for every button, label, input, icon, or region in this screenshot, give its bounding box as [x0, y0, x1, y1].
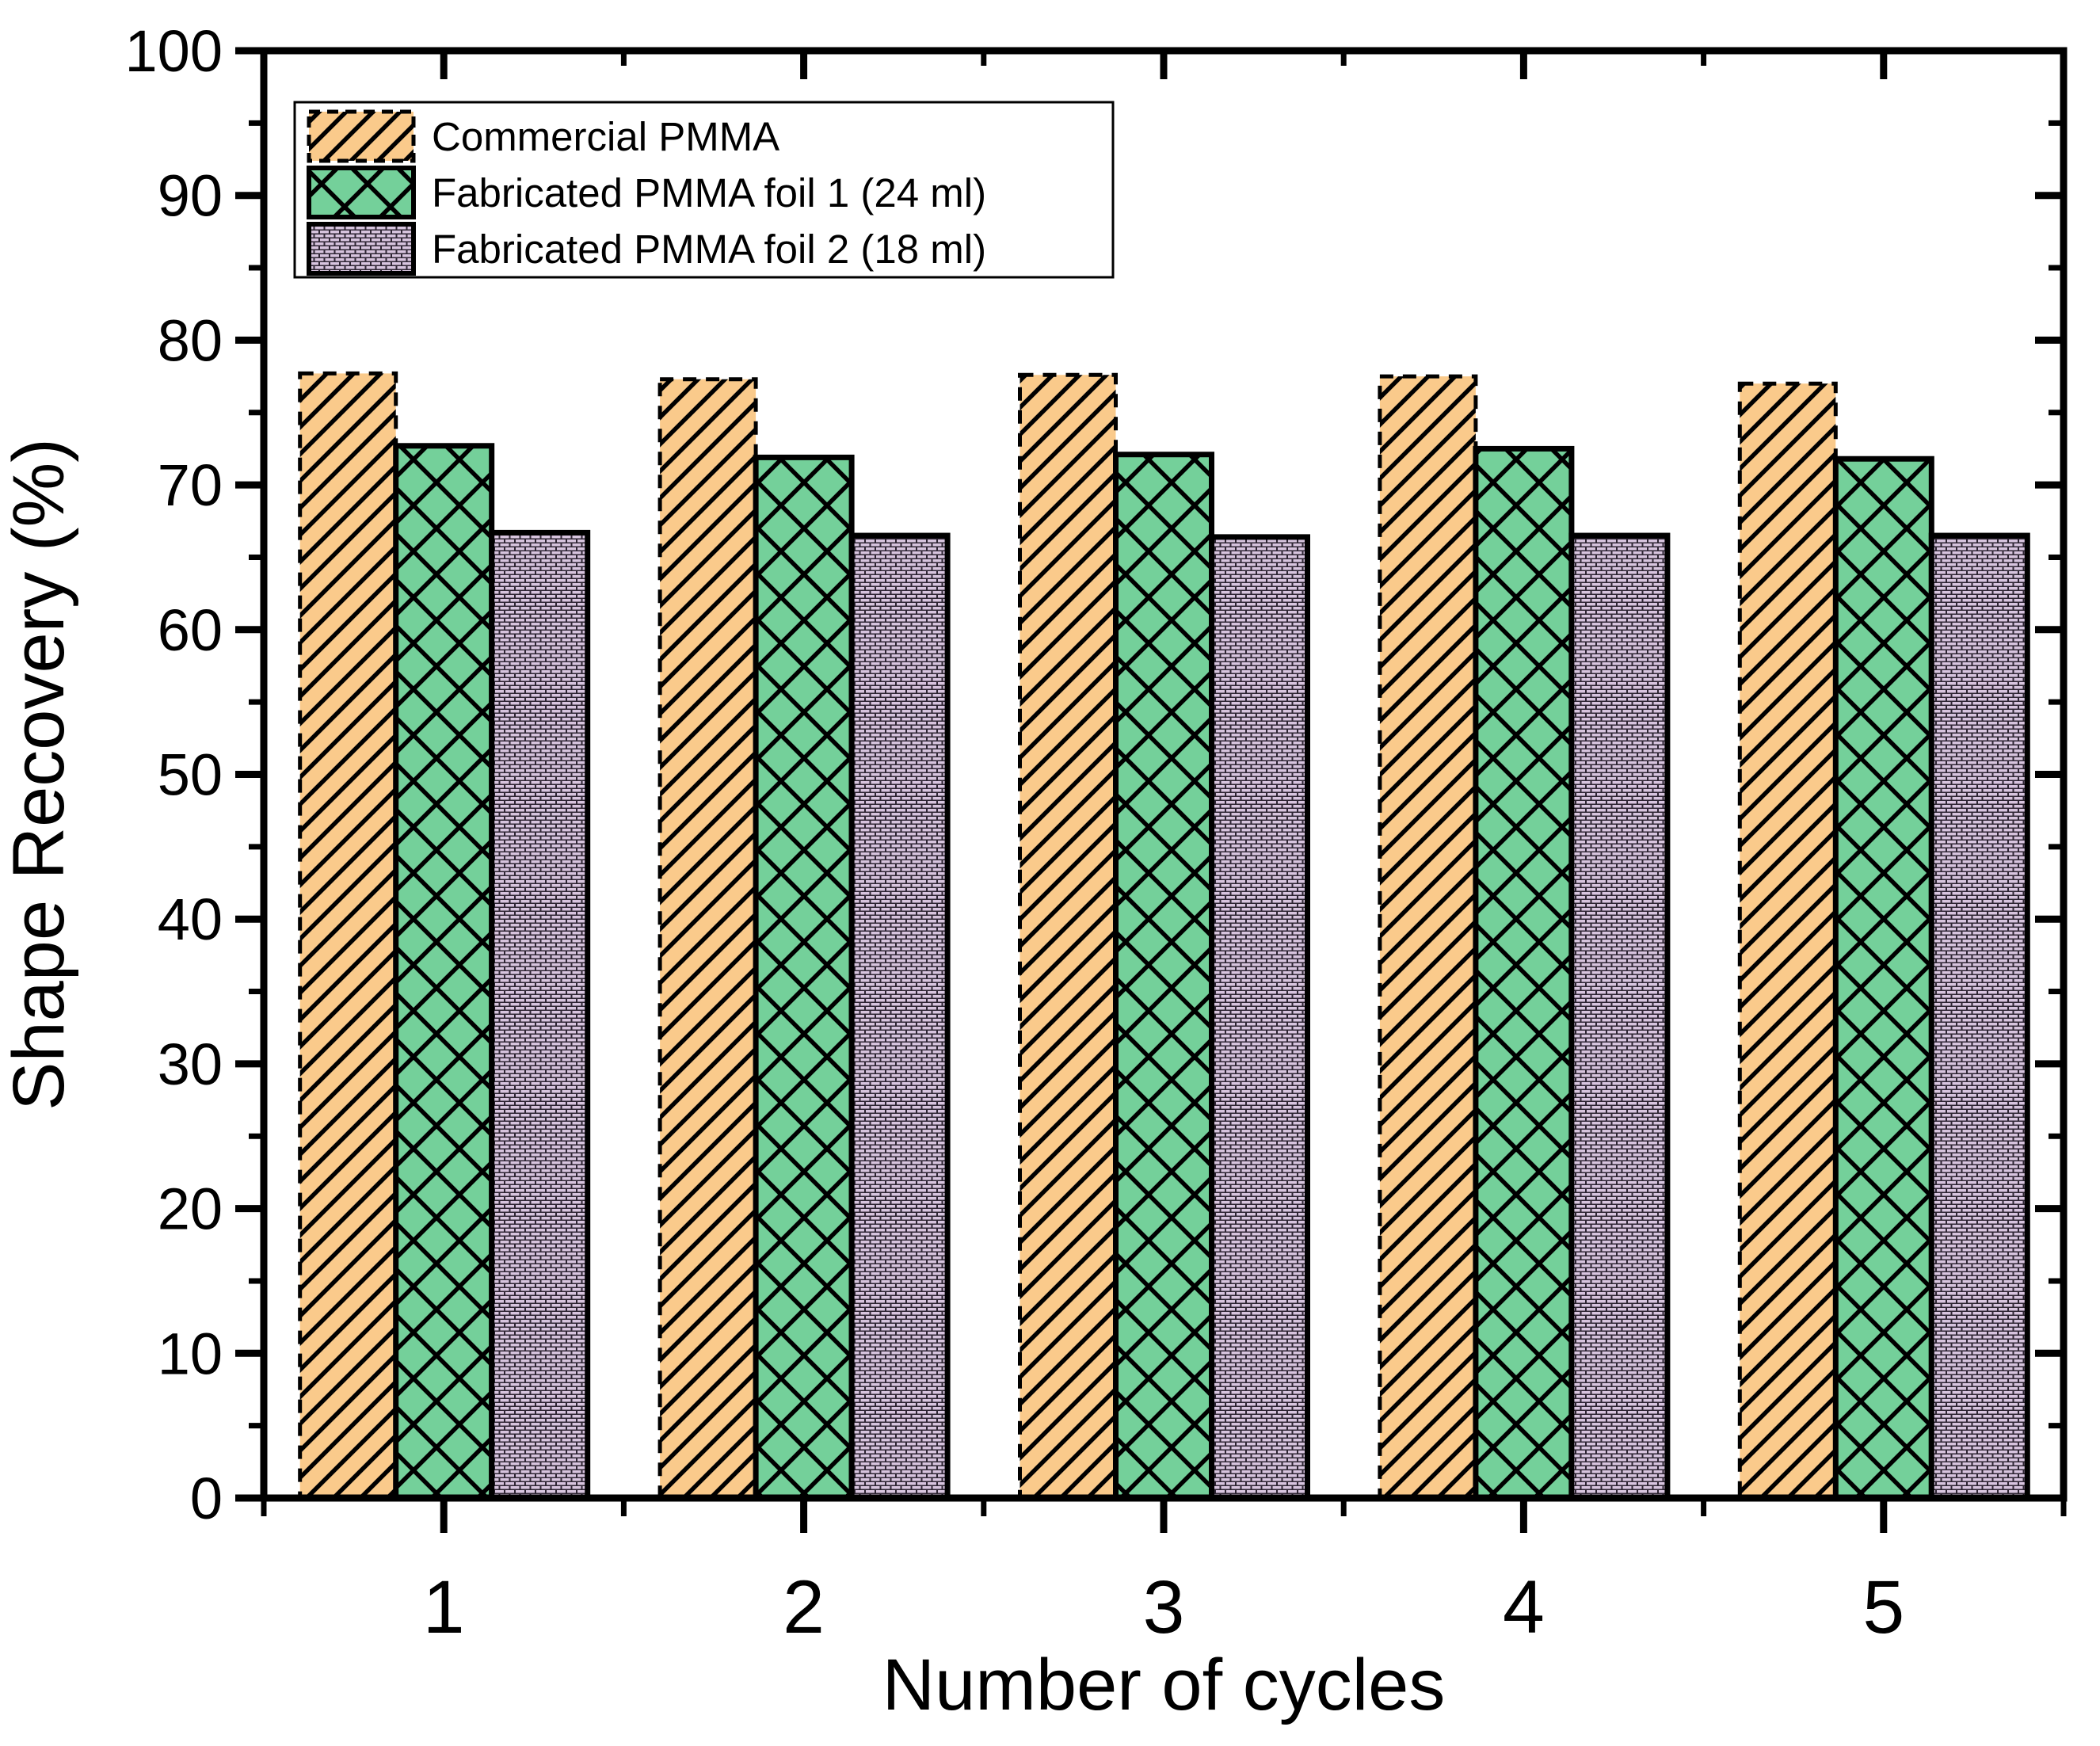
y-tick-label: 50 — [158, 742, 223, 808]
bar-series1-cat2 — [657, 377, 758, 1500]
bar-series2-cat1 — [393, 443, 495, 1501]
bar-series3-cat4 — [1568, 532, 1671, 1501]
bar-series1-cat4 — [1378, 374, 1478, 1500]
legend: Commercial PMMA Fabricated PMMA foil 1 (2… — [293, 101, 1115, 279]
legend-label-1: Commercial PMMA — [432, 114, 779, 159]
y-tick-label: 70 — [158, 452, 223, 518]
bar-series2-cat3 — [1113, 452, 1214, 1501]
y-tick-label: 100 — [125, 18, 223, 84]
bar-series2-cat2 — [753, 454, 855, 1501]
bar-series1-cat5 — [1737, 381, 1838, 1500]
x-tick-label: 4 — [1503, 1565, 1545, 1649]
y-tick-label: 40 — [158, 886, 223, 952]
x-axis-title: Number of cycles — [882, 1645, 1446, 1725]
y-tick-label: 0 — [190, 1466, 223, 1531]
y-tick-label: 10 — [158, 1321, 223, 1386]
y-tick-label: 20 — [158, 1176, 223, 1242]
tick-labels-group: 0 10 20 30 40 50 60 70 80 90 100 1 2 3 4 5 — [125, 18, 1905, 1649]
bar-series1-cat1 — [298, 371, 398, 1500]
bar-series1-cat3 — [1018, 372, 1118, 1500]
y-tick-label: 90 — [158, 163, 223, 229]
ticks-group — [235, 47, 2067, 1533]
legend-box — [293, 101, 1115, 279]
legend-swatch-2 — [307, 166, 416, 219]
legend-label-3: Fabricated PMMA foil 2 (18 ml) — [432, 227, 986, 272]
legend-swatch-3 — [307, 222, 416, 276]
bar-series3-cat5 — [1928, 532, 2030, 1501]
bars-group — [298, 371, 2030, 1501]
bar-series3-cat3 — [1209, 534, 1310, 1501]
y-axis-title: Shape Recovery (%) — [0, 438, 79, 1111]
y-tick-label: 30 — [158, 1031, 223, 1097]
x-tick-label: 5 — [1862, 1565, 1904, 1649]
legend-label-2: Fabricated PMMA foil 1 (24 ml) — [432, 170, 986, 215]
x-tick-label: 1 — [423, 1565, 465, 1649]
y-tick-label: 80 — [158, 307, 223, 373]
bar-series3-cat1 — [489, 529, 591, 1501]
bar-series2-cat5 — [1832, 456, 1934, 1501]
legend-swatch-1 — [307, 109, 416, 163]
x-tick-label: 3 — [1143, 1565, 1185, 1649]
bar-series2-cat4 — [1473, 445, 1575, 1501]
y-tick-label: 60 — [158, 597, 223, 663]
bar-series3-cat2 — [848, 532, 951, 1501]
x-tick-label: 2 — [783, 1565, 825, 1649]
